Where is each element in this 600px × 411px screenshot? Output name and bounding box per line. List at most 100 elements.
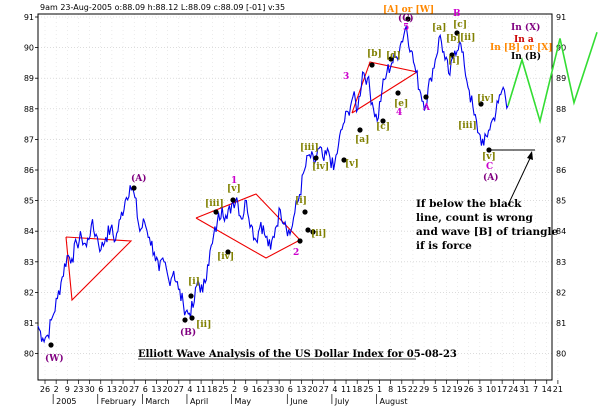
- x-tick-label: 21: [553, 385, 563, 394]
- x-tick-label: 15: [397, 385, 407, 394]
- x-period-label: May: [235, 397, 252, 406]
- x-tick-label: 2: [232, 385, 237, 394]
- x-tick-label: 9: [65, 385, 70, 394]
- y-tick-label-right: 81: [556, 319, 566, 328]
- price-series-line: [37, 26, 509, 344]
- wave-label: 1: [231, 176, 237, 186]
- pivot-dot: [341, 157, 347, 163]
- x-tick-label: 6: [288, 385, 293, 394]
- wave-label: [d]: [386, 51, 401, 61]
- pivot-dot: [380, 118, 386, 124]
- y-tick-label-left: 91: [24, 13, 34, 22]
- x-tick-label: 17: [497, 385, 507, 394]
- pivot-dot: [478, 101, 484, 107]
- wave-label: [iii]: [205, 199, 224, 209]
- x-period-label: 2005: [56, 397, 76, 406]
- x-tick-label: 7: [533, 385, 538, 394]
- pivot-dot: [305, 227, 311, 233]
- wave-label: (C): [398, 13, 414, 24]
- y-tick-label-left: 84: [24, 227, 34, 236]
- x-tick-label: 30: [85, 385, 95, 394]
- x-tick-label: 20: [163, 385, 173, 394]
- pivot-dot: [395, 90, 401, 96]
- wave-label: [iv]: [217, 252, 234, 262]
- y-tick-label-left: 86: [24, 166, 34, 175]
- y-tick-label-left: 81: [24, 319, 34, 328]
- note-line-3: and wave [B] of triangle: [416, 226, 558, 238]
- x-tick-label: 26: [40, 385, 50, 394]
- pivot-markers: [48, 16, 492, 348]
- note-arrow-line: [507, 153, 533, 206]
- x-axis: 26 2 9 23 30 6 13 20 27 6 13 20 27 4 11 18 25 2 9 16 23 30 6 13…: [40, 380, 563, 406]
- pivot-dot: [213, 209, 219, 215]
- x-tick-label: 18: [207, 385, 217, 394]
- x-tick-label: 6: [143, 385, 148, 394]
- wave-label: [c]: [453, 20, 467, 30]
- wave-label: (A): [131, 173, 147, 184]
- x-tick-label: 10: [486, 385, 496, 394]
- wave-label: [A] or [W]: [383, 5, 434, 15]
- wave-label: B: [453, 9, 461, 19]
- x-tick-label: 3: [477, 385, 482, 394]
- pivot-dot: [423, 94, 429, 100]
- x-tick-label: 27: [129, 385, 139, 394]
- y-tick-label-right: 88: [556, 105, 566, 114]
- y-tick-label-right: 86: [556, 166, 566, 175]
- y-tick-label-right: 89: [556, 74, 566, 83]
- wave-label: [c]: [376, 122, 390, 132]
- wave-label: [v]: [345, 159, 359, 169]
- y-axis: 80 80 81 81 82 82 83 83 84 84 85 85 86 86 87 87 88 88 89 89…: [24, 13, 566, 359]
- wave-label: In (B): [511, 51, 541, 62]
- x-tick-label: 25: [218, 385, 228, 394]
- triangle-boundary: [65, 236, 133, 302]
- note-line-2: line, count is wrong: [416, 212, 534, 224]
- pivot-dot: [357, 127, 363, 133]
- y-tick-label-right: 87: [556, 135, 566, 144]
- pivot-dot: [313, 155, 319, 161]
- x-tick-label: 12: [441, 385, 451, 394]
- y-tick-label-right: 84: [556, 227, 566, 236]
- wave-label: [i]: [188, 277, 200, 287]
- pivot-dot: [297, 238, 303, 244]
- pivot-dot: [225, 249, 231, 255]
- x-tick-label: 23: [73, 385, 83, 394]
- pivot-dot: [230, 197, 236, 203]
- pivot-dot: [486, 147, 492, 153]
- x-tick-label: 23: [263, 385, 273, 394]
- y-tick-label-right: 90: [556, 44, 566, 53]
- wave-label: [iii]: [300, 143, 319, 153]
- y-tick-label-left: 80: [24, 350, 34, 359]
- wave-label: [b]: [367, 49, 382, 59]
- pivot-dot: [369, 62, 375, 68]
- pivot-dot: [302, 209, 308, 215]
- y-tick-label-left: 88: [24, 105, 34, 114]
- wave-label: [iii]: [458, 121, 477, 131]
- note-line-4: if is force: [416, 240, 472, 252]
- pivot-dot: [454, 30, 460, 36]
- y-tick-label-left: 85: [24, 197, 34, 206]
- x-tick-label: 11: [341, 385, 351, 394]
- x-tick-label: 27: [174, 385, 184, 394]
- wave-label: 3: [343, 72, 349, 82]
- wave-label: 2: [293, 248, 299, 258]
- wave-label: [ii]: [311, 229, 326, 239]
- y-tick-label-right: 83: [556, 258, 566, 267]
- wave-label: [v]: [482, 152, 496, 162]
- note-line-1: If below the black: [416, 198, 522, 210]
- y-tick-label-left: 87: [24, 135, 34, 144]
- x-period-label: August: [380, 397, 408, 406]
- pivot-dot: [310, 229, 316, 235]
- plot-frame: [37, 13, 553, 381]
- x-tick-label: 20: [308, 385, 318, 394]
- wave-label: (B): [180, 327, 196, 338]
- x-period-label: June: [289, 397, 308, 406]
- pivot-dot: [405, 16, 411, 22]
- x-tick-label: 4: [187, 385, 192, 394]
- x-period-label: July: [334, 397, 350, 406]
- pivot-dot: [388, 56, 394, 62]
- wave-label: [iv]: [477, 94, 494, 104]
- x-tick-label: 5: [433, 385, 438, 394]
- wave-label: In a: [514, 35, 534, 45]
- wave-label: A: [422, 103, 431, 113]
